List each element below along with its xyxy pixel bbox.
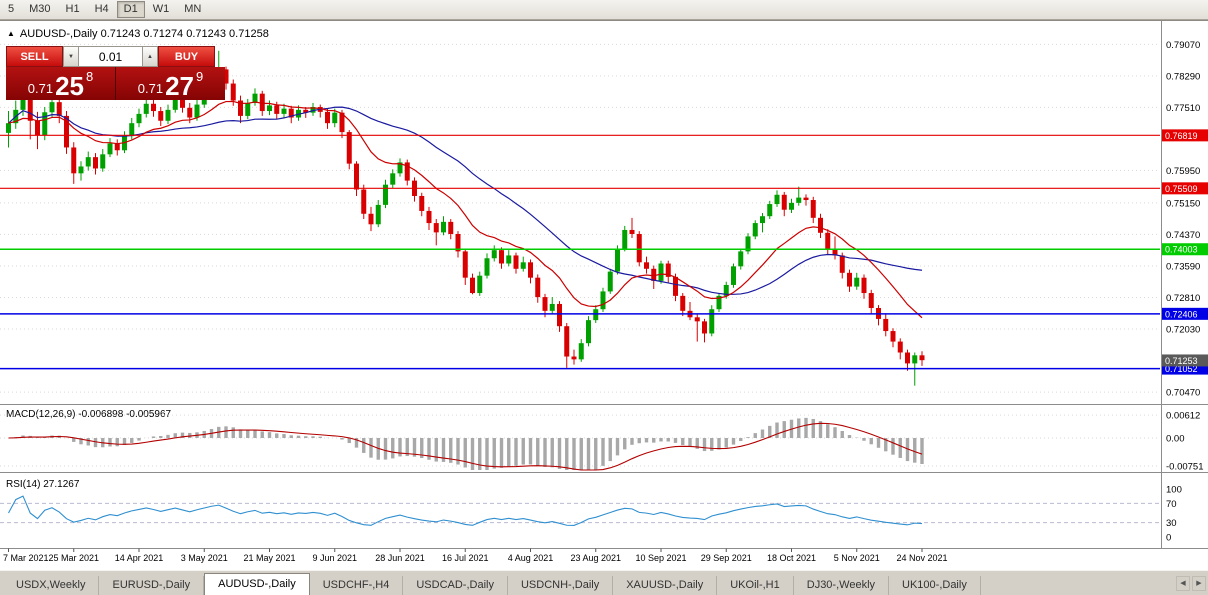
date-axis: 7 Mar 2021 25 Mar 2021 14 Apr 2021 3 May 20… bbox=[3, 548, 948, 563]
svg-text:10 Sep 2021: 10 Sep 2021 bbox=[635, 553, 686, 563]
chart-tab-xauusd-daily[interactable]: XAUUSD-,Daily bbox=[613, 576, 718, 595]
svg-text:7 Mar 2021: 7 Mar 2021 bbox=[3, 553, 49, 563]
svg-text:0.75509: 0.75509 bbox=[1165, 184, 1198, 194]
moving-average-14-line bbox=[8, 100, 923, 319]
moving-average-30-line bbox=[8, 106, 923, 296]
svg-text:18 Oct 2021: 18 Oct 2021 bbox=[767, 553, 816, 563]
svg-text:0.72030: 0.72030 bbox=[1166, 325, 1200, 336]
svg-text:0.75150: 0.75150 bbox=[1166, 198, 1200, 209]
chart-symbol-ohlc: ▲ AUDUSD-,Daily 0.71243 0.71274 0.71243 0… bbox=[7, 28, 269, 40]
svg-text:4 Aug 2021: 4 Aug 2021 bbox=[508, 553, 554, 563]
svg-text:0.78290: 0.78290 bbox=[1166, 71, 1200, 82]
symbol-ohlc-text: AUDUSD-,Daily 0.71243 0.71274 0.71243 0.… bbox=[19, 28, 269, 40]
rsi-indicator-title: RSI(14) 27.1267 bbox=[6, 479, 80, 490]
svg-text:16 Jul 2021: 16 Jul 2021 bbox=[442, 553, 489, 563]
buy-price-big-digits: 27 bbox=[165, 71, 194, 102]
buy-price-pipette: 9 bbox=[196, 69, 204, 84]
svg-text:28 Jun 2021: 28 Jun 2021 bbox=[375, 553, 425, 563]
sell-price-prefix: 0.71 bbox=[27, 81, 54, 96]
svg-text:3 May 2021: 3 May 2021 bbox=[181, 553, 228, 563]
chart-tab-bar: USDX,Weekly EURUSD-,Daily AUDUSD-,Daily USD… bbox=[0, 570, 1208, 595]
timeframe-toolbar: 5 M30 H1 H4 D1 W1 MN bbox=[0, 0, 1208, 20]
chart-tab-usdcnh-daily[interactable]: USDCNH-,Daily bbox=[508, 576, 614, 595]
tabs-scroll-right-button[interactable]: ▶ bbox=[1192, 576, 1206, 591]
timeframe-button-H4[interactable]: H4 bbox=[88, 1, 116, 18]
buy-price-display[interactable]: 0.71 27 9 bbox=[116, 67, 225, 100]
macd-signal-line bbox=[8, 422, 923, 471]
one-click-trading-panel: SELL ▼ ▲ BUY 0.71 25 8 0.71 27 9 bbox=[6, 46, 225, 100]
sell-button[interactable]: SELL bbox=[6, 46, 63, 67]
svg-text:0.71253: 0.71253 bbox=[1165, 356, 1198, 366]
svg-text:25 Mar 2021: 25 Mar 2021 bbox=[48, 553, 99, 563]
tab-scroll-controls: ◀ ▶ bbox=[1176, 576, 1206, 591]
tabs-scroll-left-button[interactable]: ◀ bbox=[1176, 576, 1190, 591]
svg-text:0.74003: 0.74003 bbox=[1165, 245, 1198, 255]
buy-button[interactable]: BUY bbox=[158, 46, 215, 67]
svg-text:0.74370: 0.74370 bbox=[1166, 230, 1200, 241]
svg-text:21 May 2021: 21 May 2021 bbox=[243, 553, 295, 563]
svg-text:0.76819: 0.76819 bbox=[1165, 131, 1198, 141]
chart-tab-uk100-daily[interactable]: UK100-,Daily bbox=[889, 576, 981, 595]
svg-text:0.77510: 0.77510 bbox=[1166, 103, 1200, 114]
sell-price-pipette: 8 bbox=[86, 69, 94, 84]
svg-text:5 Nov 2021: 5 Nov 2021 bbox=[834, 553, 880, 563]
timeframe-button-H1[interactable]: H1 bbox=[59, 1, 87, 18]
svg-text:0.72810: 0.72810 bbox=[1166, 293, 1200, 304]
chart-tab-audusd-daily[interactable]: AUDUSD-,Daily bbox=[204, 573, 310, 595]
volume-input[interactable] bbox=[79, 46, 142, 67]
timeframe-button-M30[interactable]: M30 bbox=[22, 1, 57, 18]
svg-text:24 Nov 2021: 24 Nov 2021 bbox=[896, 553, 947, 563]
svg-text:0.72406: 0.72406 bbox=[1165, 309, 1198, 319]
volume-step-down-button[interactable]: ▼ bbox=[63, 46, 79, 67]
bid-price-marker: 0.71253 bbox=[1162, 354, 1208, 367]
chart-tab-usdchf-h4[interactable]: USDCHF-,H4 bbox=[310, 576, 404, 595]
svg-text:0.73590: 0.73590 bbox=[1166, 261, 1200, 272]
svg-text:0.79070: 0.79070 bbox=[1166, 40, 1200, 51]
svg-text:0.71052: 0.71052 bbox=[1165, 364, 1198, 374]
svg-text:30: 30 bbox=[1166, 518, 1177, 529]
svg-text:0.00612: 0.00612 bbox=[1166, 411, 1200, 422]
chart-tab-eurusd-daily[interactable]: EURUSD-,Daily bbox=[99, 576, 205, 595]
chart-tab-dj30-weekly[interactable]: DJ30-,Weekly bbox=[794, 576, 890, 595]
chart-tab-ukoil-h1[interactable]: UKOil-,H1 bbox=[717, 576, 794, 595]
timeframe-button-D1[interactable]: D1 bbox=[116, 1, 145, 18]
svg-text:23 Aug 2021: 23 Aug 2021 bbox=[570, 553, 621, 563]
sell-price-display[interactable]: 0.71 25 8 bbox=[6, 67, 115, 100]
svg-text:0.75950: 0.75950 bbox=[1166, 166, 1200, 177]
svg-text:-0.00751: -0.00751 bbox=[1166, 462, 1204, 473]
buy-price-prefix: 0.71 bbox=[137, 81, 164, 96]
svg-text:100: 100 bbox=[1166, 485, 1182, 496]
svg-text:14 Apr 2021: 14 Apr 2021 bbox=[115, 553, 164, 563]
chart-window: 0.79070 0.78290 0.77510 0.75950 0.75150 0.743… bbox=[0, 20, 1208, 571]
price-gridlines: 0.79070 0.78290 0.77510 0.75950 0.75150 0.743… bbox=[0, 40, 1200, 399]
chart-tab-usdx-weekly[interactable]: USDX,Weekly bbox=[3, 576, 100, 595]
svg-text:0.70470: 0.70470 bbox=[1166, 388, 1200, 399]
horizontal-level-lines: 0.76819 0.75509 0.74003 0.72406 0.71052 bbox=[0, 129, 1208, 375]
macd-indicator-title: MACD(12,26,9) -0.006898 -0.005967 bbox=[6, 409, 172, 420]
timeframe-button-W1[interactable]: W1 bbox=[146, 1, 177, 18]
candlesticks bbox=[6, 50, 925, 386]
chart-canvas[interactable]: 0.79070 0.78290 0.77510 0.75950 0.75150 0.743… bbox=[0, 21, 1208, 571]
svg-text:9 Jun 2021: 9 Jun 2021 bbox=[312, 553, 357, 563]
svg-text:70: 70 bbox=[1166, 499, 1177, 510]
chart-tab-usdcad-daily[interactable]: USDCAD-,Daily bbox=[403, 576, 508, 595]
sell-price-big-digits: 25 bbox=[55, 71, 84, 102]
symbol-marker-icon: ▲ bbox=[7, 29, 15, 38]
svg-text:0: 0 bbox=[1166, 533, 1171, 544]
volume-step-up-button[interactable]: ▲ bbox=[142, 46, 158, 67]
svg-text:0.00: 0.00 bbox=[1166, 434, 1185, 445]
svg-text:29 Sep 2021: 29 Sep 2021 bbox=[701, 553, 752, 563]
chart-tabs: USDX,Weekly EURUSD-,Daily AUDUSD-,Daily USD… bbox=[3, 573, 981, 595]
timeframe-button-5[interactable]: 5 bbox=[1, 1, 21, 18]
rsi-line bbox=[8, 495, 923, 526]
timeframe-button-MN[interactable]: MN bbox=[177, 1, 208, 18]
